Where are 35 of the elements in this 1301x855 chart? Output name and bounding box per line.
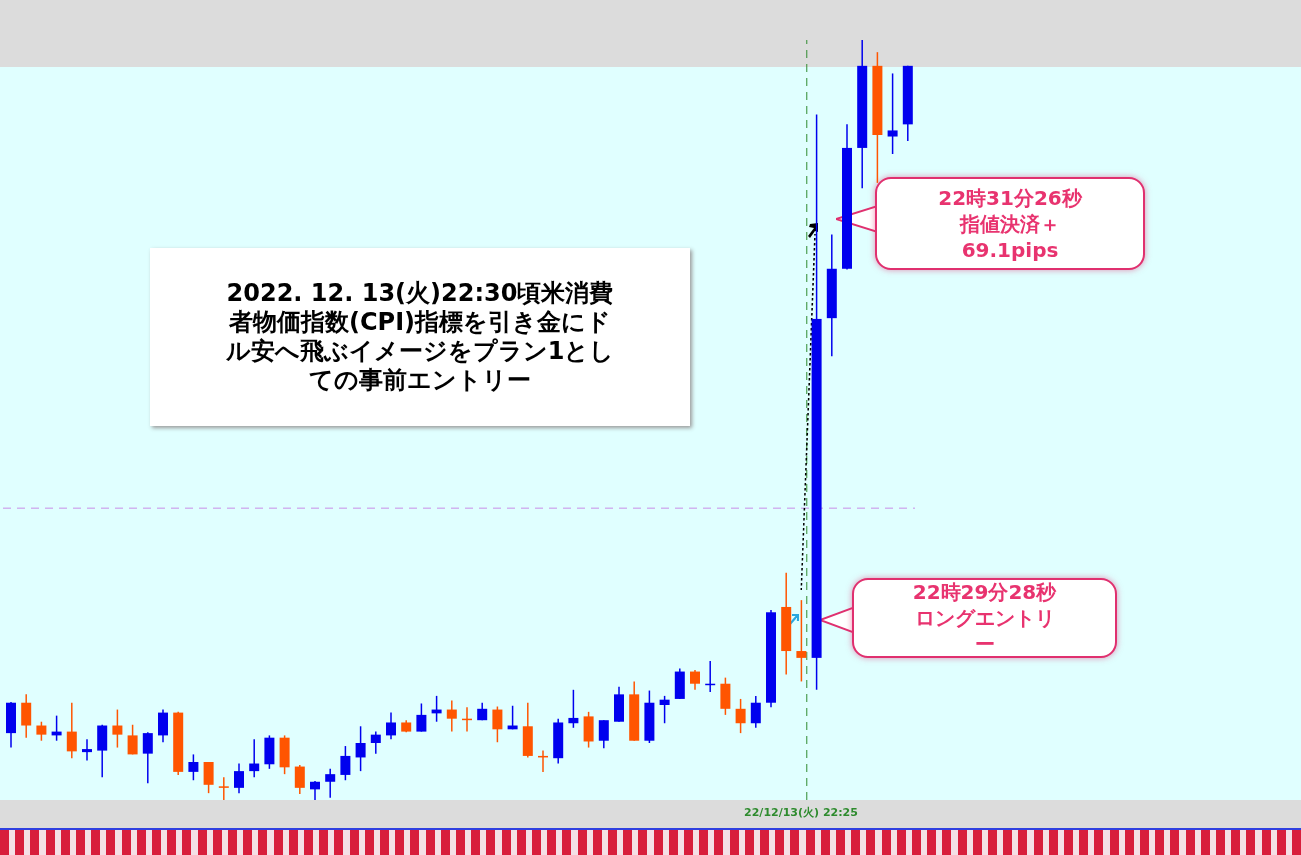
candlestick — [325, 768, 336, 799]
candlestick — [82, 738, 92, 762]
candlestick — [294, 764, 305, 795]
candlestick — [370, 730, 381, 755]
candlestick — [735, 698, 746, 734]
candlestick — [659, 695, 670, 724]
candlestick — [142, 731, 153, 785]
candlestick — [568, 689, 579, 729]
candlestick — [598, 719, 609, 750]
x-tick-label: 22/12/13(火) 22:25 — [744, 805, 858, 819]
candlestick — [340, 745, 351, 781]
candlestick — [158, 708, 168, 743]
annotation: 2022. 12. 13(火)22:30頃米消費者物価指数(CPI)指標を引き金にドル安へ飛ぶイメージをプラン1としての事前エントリー — [224, 279, 616, 395]
candlestick — [416, 702, 427, 733]
candlestick — [203, 761, 214, 794]
candlestick — [234, 762, 244, 794]
candlestick — [750, 695, 761, 729]
candlestick — [492, 705, 503, 743]
candlestick — [249, 738, 260, 778]
candlestick — [355, 725, 366, 772]
candlestick — [446, 699, 457, 733]
candlestick — [112, 708, 123, 749]
candlestick — [386, 711, 396, 740]
candlestick — [127, 724, 138, 756]
candlestick — [796, 599, 807, 683]
candlestick — [310, 780, 320, 800]
candlestick — [218, 776, 229, 800]
text-box: 2022. 12. 13(火)22:30頃米消費者物価指数(CPI)指標を引き金にドル安へ飛ぶイメージをプラン1としての事前エントリー — [150, 248, 690, 426]
candlestick — [690, 669, 700, 691]
candlestick — [66, 701, 77, 759]
candlestick — [21, 693, 32, 739]
annotation: 22時29分28秒ロングエントリー — [911, 579, 1058, 657]
candlestick — [188, 753, 199, 781]
candlestick — [36, 720, 47, 742]
candlestick — [887, 72, 898, 155]
